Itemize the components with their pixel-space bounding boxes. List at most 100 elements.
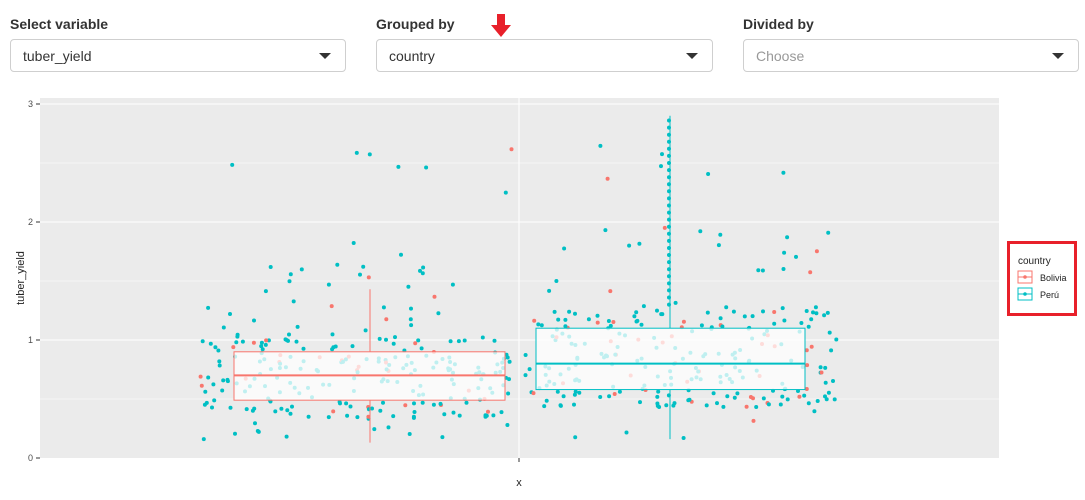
data-point bbox=[377, 336, 382, 341]
data-point bbox=[432, 294, 437, 299]
data-point bbox=[361, 264, 366, 269]
select-variable-dropdown[interactable]: tuber_yield bbox=[10, 39, 346, 72]
data-point bbox=[440, 435, 445, 440]
data-point bbox=[772, 310, 777, 314]
data-point bbox=[572, 392, 577, 397]
data-point bbox=[782, 318, 787, 323]
data-point bbox=[235, 332, 240, 337]
data-point bbox=[656, 389, 661, 394]
data-point bbox=[595, 313, 600, 318]
data-point bbox=[539, 323, 544, 328]
data-point bbox=[572, 402, 576, 407]
data-point bbox=[823, 380, 828, 385]
data-point bbox=[785, 397, 790, 402]
data-point bbox=[814, 311, 819, 316]
data-point bbox=[814, 249, 819, 254]
divided-by-dropdown[interactable]: Choose bbox=[743, 39, 1079, 72]
data-point bbox=[699, 323, 704, 328]
data-point bbox=[641, 304, 646, 309]
data-point bbox=[210, 405, 214, 410]
x-axis-label: x bbox=[516, 477, 522, 489]
data-point bbox=[829, 348, 834, 353]
data-point bbox=[295, 324, 300, 329]
data-point bbox=[386, 425, 391, 430]
data-point bbox=[552, 309, 557, 314]
data-point bbox=[825, 310, 830, 315]
data-point bbox=[523, 373, 528, 378]
data-point bbox=[384, 337, 388, 342]
data-point bbox=[480, 335, 485, 340]
data-point bbox=[711, 391, 716, 396]
data-point bbox=[563, 324, 568, 329]
data-point bbox=[598, 395, 603, 399]
data-point bbox=[797, 394, 802, 399]
data-point bbox=[419, 346, 424, 351]
data-point bbox=[659, 164, 663, 169]
grouped-by-dropdown[interactable]: country bbox=[376, 39, 713, 72]
data-point bbox=[345, 413, 350, 418]
data-point bbox=[586, 317, 591, 322]
data-point bbox=[264, 338, 269, 343]
data-point bbox=[794, 254, 798, 259]
data-point bbox=[823, 365, 828, 370]
data-point bbox=[279, 406, 284, 411]
data-point bbox=[491, 413, 496, 418]
data-point bbox=[655, 308, 659, 313]
data-point bbox=[822, 313, 827, 318]
data-point bbox=[411, 415, 416, 420]
data-point bbox=[384, 317, 389, 322]
data-point bbox=[337, 399, 342, 404]
data-point bbox=[407, 432, 412, 436]
data-point bbox=[288, 411, 293, 416]
data-point bbox=[331, 345, 336, 350]
data-point bbox=[202, 402, 207, 407]
data-point bbox=[451, 410, 456, 415]
data-point bbox=[505, 355, 510, 360]
data-point bbox=[815, 399, 820, 403]
y-axis-label: tuber_yield bbox=[15, 251, 27, 305]
chevron-down-icon bbox=[686, 53, 698, 59]
data-point bbox=[367, 152, 372, 157]
data-point bbox=[483, 413, 488, 418]
data-point bbox=[252, 318, 256, 323]
data-point bbox=[399, 252, 403, 257]
data-point bbox=[486, 409, 490, 414]
data-point bbox=[424, 165, 429, 170]
data-point bbox=[671, 403, 676, 408]
data-point bbox=[499, 410, 504, 415]
data-point bbox=[761, 309, 765, 314]
data-point bbox=[420, 400, 425, 405]
data-point bbox=[418, 268, 422, 273]
data-point bbox=[208, 341, 213, 346]
data-point bbox=[331, 409, 336, 414]
data-point bbox=[812, 409, 817, 414]
data-point bbox=[408, 317, 413, 322]
legend-title: country bbox=[1018, 256, 1051, 267]
legend-key-point bbox=[1023, 275, 1027, 279]
data-point bbox=[639, 322, 644, 327]
data-point bbox=[761, 396, 766, 401]
data-point bbox=[823, 394, 827, 399]
data-point bbox=[457, 413, 462, 418]
data-point bbox=[826, 230, 831, 235]
data-point bbox=[506, 391, 511, 396]
data-point bbox=[809, 317, 814, 322]
data-point bbox=[284, 338, 289, 343]
data-point bbox=[464, 400, 469, 405]
data-point bbox=[412, 410, 417, 414]
data-point bbox=[805, 363, 810, 368]
data-point bbox=[285, 408, 290, 413]
data-point bbox=[403, 403, 408, 408]
data-point bbox=[778, 402, 783, 407]
data-point bbox=[781, 267, 786, 271]
data-point bbox=[198, 374, 203, 379]
data-point bbox=[200, 339, 205, 344]
data-point bbox=[287, 332, 291, 337]
data-point bbox=[220, 388, 225, 393]
data-point bbox=[536, 322, 541, 327]
data-point bbox=[818, 365, 823, 370]
data-point bbox=[715, 401, 719, 406]
data-point bbox=[263, 342, 268, 347]
data-point bbox=[760, 268, 765, 273]
y-tick-label: 0 bbox=[28, 453, 33, 463]
